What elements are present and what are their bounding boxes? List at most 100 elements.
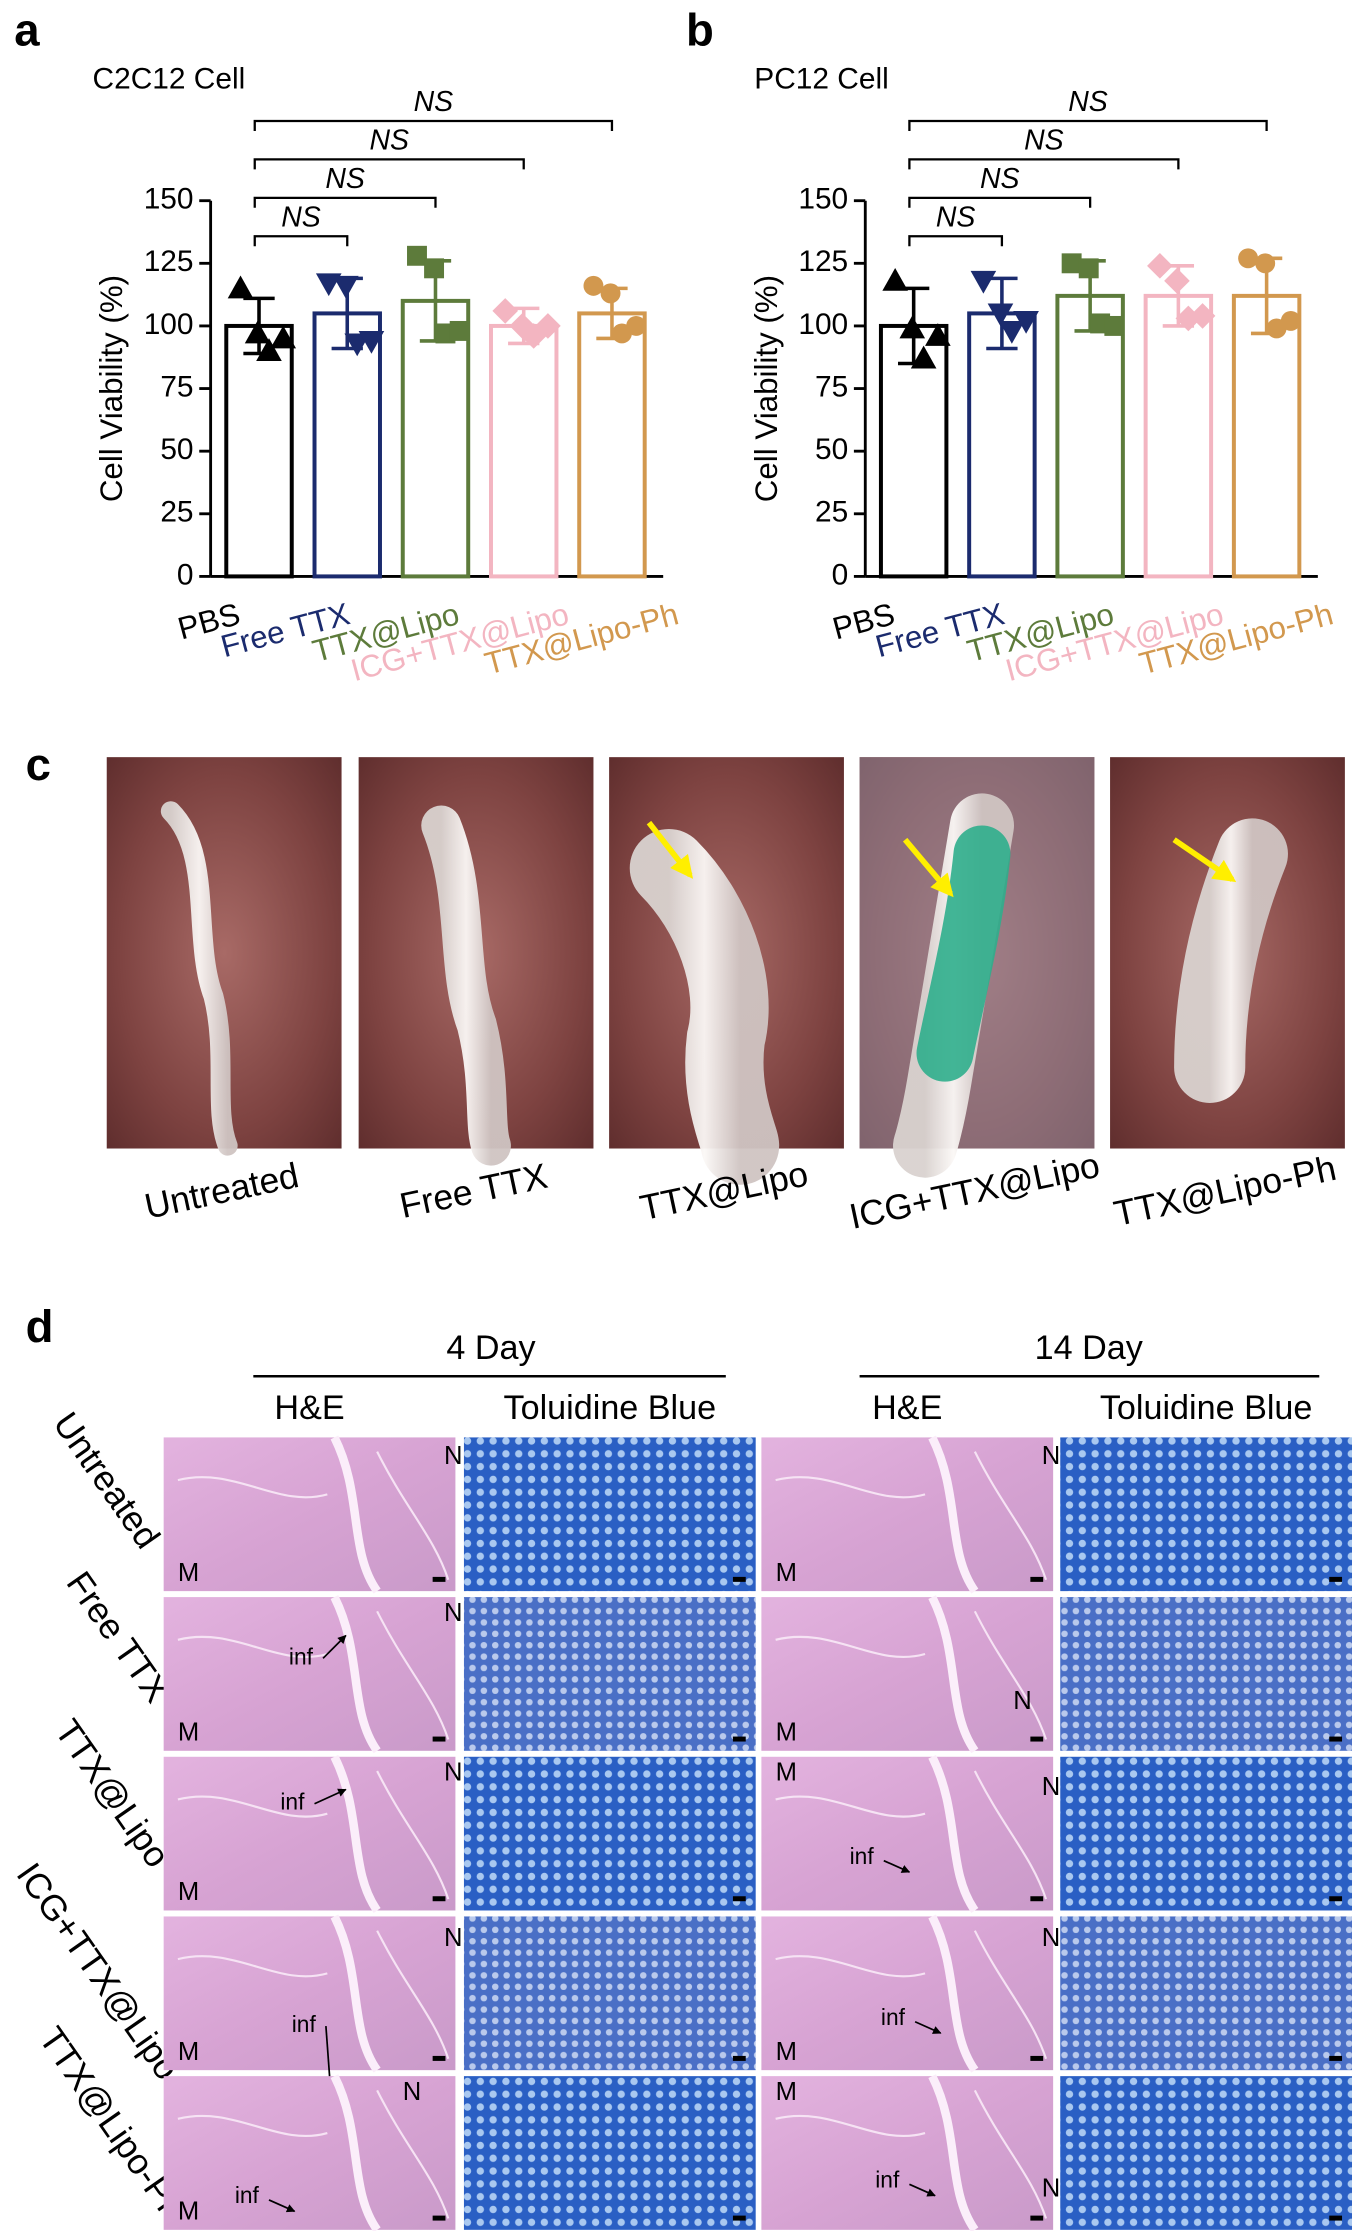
tissue-label: inf <box>289 1643 314 1669</box>
photo <box>609 757 844 1185</box>
tissue-fiber <box>376 1610 450 1740</box>
data-point <box>1104 315 1125 336</box>
tissue-label: inf <box>881 2004 906 2030</box>
stain-label: Toluidine Blue <box>1100 1389 1313 1427</box>
micrograph <box>1060 1916 1352 2071</box>
tissue-fiber <box>376 2089 450 2219</box>
row-label: Untreated <box>45 1405 167 1556</box>
scale-bar <box>1329 1576 1343 1582</box>
micrograph: NM <box>761 1435 1060 1594</box>
data-point <box>882 268 908 291</box>
y-tick-label: 50 <box>160 433 193 466</box>
micrograph-image <box>761 1597 1054 1751</box>
photo-label: Free TTX <box>396 1156 551 1226</box>
significance-bracket <box>253 158 525 170</box>
micrograph <box>463 1756 756 1911</box>
micrograph-image <box>163 2076 456 2230</box>
scale-bar <box>432 1576 446 1582</box>
data-point <box>910 345 937 369</box>
panel-label: a <box>14 5 40 56</box>
data-point <box>358 330 385 354</box>
tissue-fiber <box>177 1635 328 1659</box>
tissue-label: M <box>776 2038 797 2066</box>
data-point <box>407 245 427 266</box>
photo-label: TTX@Lipo-Ph <box>1110 1148 1339 1234</box>
scale-bar <box>1329 1896 1343 1902</box>
significance-label: NS <box>369 124 409 156</box>
tissue-fiber <box>775 1955 926 1978</box>
tissue-boundary <box>928 1595 979 1754</box>
stain-label: H&E <box>274 1389 344 1427</box>
data-point <box>1061 253 1082 274</box>
scale-bar <box>432 1736 446 1742</box>
tissue-label: M <box>178 2198 199 2226</box>
time-point-label: 14 Day <box>1035 1329 1143 1367</box>
label-arrow <box>914 2020 942 2034</box>
micrograph-image <box>463 1756 756 1911</box>
tissue-label: inf <box>875 2166 900 2192</box>
micrograph: NM <box>163 1435 463 1594</box>
label-arrow <box>322 1634 347 1659</box>
significance-bracket <box>253 119 614 131</box>
significance-bracket <box>908 119 1268 131</box>
tissue-fiber <box>775 1795 926 1818</box>
data-point <box>1238 248 1259 269</box>
tissue-fiber <box>973 1930 1048 2060</box>
nerve <box>1174 818 1288 1103</box>
scale-bar <box>432 1896 446 1902</box>
y-tick-label: 0 <box>177 558 194 591</box>
scale-bar <box>1329 2055 1343 2061</box>
tissue-label: N <box>444 1759 463 1787</box>
significance-label: NS <box>936 201 976 233</box>
tissue-label: M <box>178 1718 199 1746</box>
y-tick-label: 150 <box>798 183 848 216</box>
tissue-label: N <box>444 1924 463 1952</box>
scale-bar <box>732 2055 746 2061</box>
data-point <box>1255 253 1276 274</box>
row-label: Free TTX <box>59 1564 178 1709</box>
bar <box>1231 293 1302 579</box>
tissue-label: N <box>1042 1773 1061 1801</box>
micrograph-image <box>761 2076 1054 2230</box>
tissue-label: N <box>444 1599 463 1627</box>
arrow <box>902 837 954 898</box>
tissue-boundary <box>928 1435 979 1594</box>
y-tick-label: 25 <box>160 496 193 529</box>
micrograph-image <box>163 1437 456 1592</box>
photo-label: Untreated <box>141 1155 302 1227</box>
data-point <box>925 323 951 346</box>
photo <box>1110 757 1345 1149</box>
data-point <box>600 283 621 304</box>
panel-label: b <box>686 5 714 56</box>
tissue-fiber <box>376 1930 450 2060</box>
micrograph <box>463 1916 756 2071</box>
tissue-label: M <box>178 1559 199 1587</box>
micrograph-image <box>1060 2076 1352 2230</box>
scale-bar <box>1329 2215 1343 2221</box>
data-point <box>1189 303 1216 329</box>
stain-label: Toluidine Blue <box>504 1389 717 1427</box>
tissue-fiber <box>775 2114 926 2138</box>
y-tick-label: 25 <box>815 496 848 529</box>
micrograph-image <box>761 1916 1054 2071</box>
data-point <box>449 320 470 341</box>
tissue-label: M <box>776 1718 797 1746</box>
micrograph <box>463 2076 756 2230</box>
nerve <box>421 805 511 1166</box>
y-tick-label: 100 <box>798 308 848 341</box>
data-point <box>626 315 647 336</box>
scale-bar <box>432 2215 446 2221</box>
y-tick-label: 125 <box>798 245 848 278</box>
label-arrow <box>909 2183 936 2197</box>
data-point <box>492 298 519 324</box>
photo <box>358 757 594 1166</box>
stain-label: H&E <box>872 1389 942 1427</box>
photo <box>859 757 1095 1178</box>
data-point <box>244 320 271 344</box>
bar <box>488 323 559 579</box>
